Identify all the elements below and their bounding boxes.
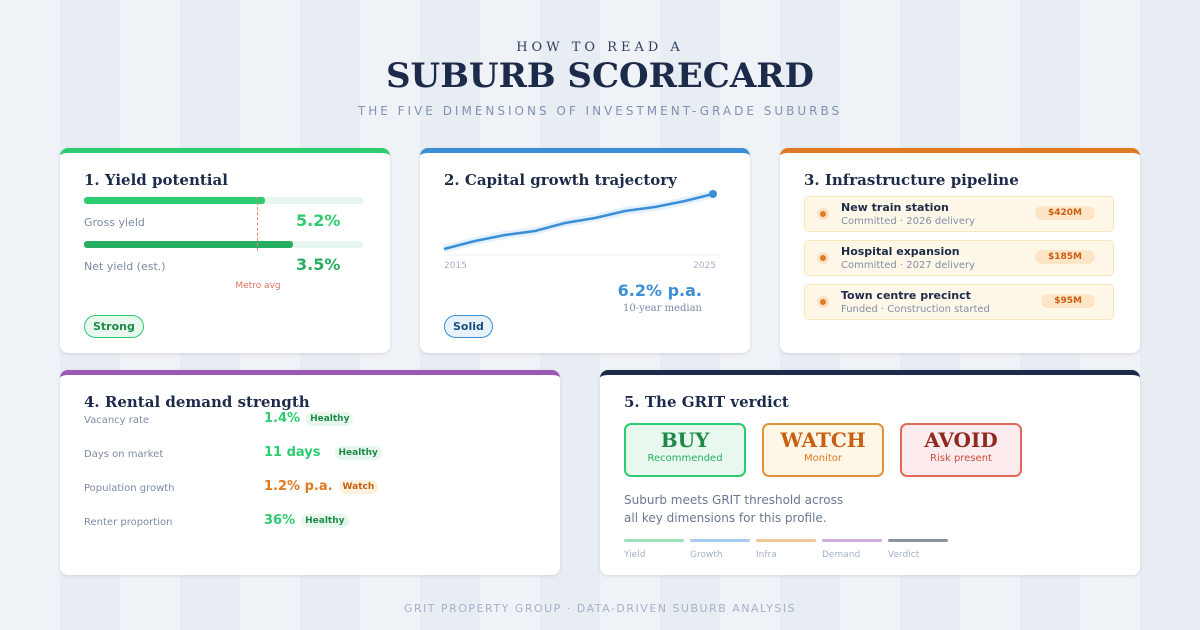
item-value: $420M	[1034, 206, 1095, 220]
growth-note: 10-year median	[623, 303, 702, 314]
status: Healthy	[301, 513, 349, 528]
legend-label: Yield	[624, 550, 646, 560]
verdict-card: 5. The GRIT verdict BUY Recommended WATC…	[600, 370, 1140, 575]
dot	[817, 208, 829, 220]
row-label: Population growth	[84, 483, 175, 494]
badge: Solid	[444, 315, 493, 338]
growth-rate: 6.2% p.a.	[617, 281, 702, 300]
legend-label: Infra	[756, 550, 777, 560]
row-label: Vacancy rate	[84, 415, 150, 426]
legend-line	[624, 539, 684, 542]
row-value: 1.2% p.a. Watch	[264, 479, 379, 494]
legend-line	[888, 539, 948, 542]
card-title: 3. Infrastructure pipeline	[804, 171, 1019, 189]
option-label: AVOID	[924, 428, 998, 452]
value: 1.4%	[264, 411, 301, 426]
row-label: Net yield (est.)	[84, 260, 166, 273]
footer: GRIT PROPERTY GROUP · DATA-DRIVEN SUBURB…	[403, 602, 797, 615]
line	[443, 192, 714, 251]
infra-item: Town centre precinct Funded · Constructi…	[804, 284, 1114, 320]
option-label: BUY	[660, 428, 710, 452]
value: 11 days	[264, 445, 321, 460]
item-value: $185M	[1034, 250, 1095, 264]
item-status: Funded · Construction started	[841, 304, 990, 315]
row-label: Days on market	[84, 449, 164, 460]
metro-label: Metro avg	[235, 281, 281, 291]
end-dot	[709, 190, 717, 198]
row-label: Renter proportion	[84, 517, 173, 528]
status: Healthy	[334, 445, 382, 460]
status: Healthy	[306, 411, 354, 426]
infra-item: New train station Committed · 2026 deliv…	[804, 196, 1114, 232]
card-title: 4. Rental demand strength	[84, 393, 310, 411]
legend-line	[690, 539, 750, 542]
card-title: 2. Capital growth trajectory	[444, 171, 677, 189]
verdict-option: AVOID Risk present	[900, 423, 1022, 477]
infra-card: 3. Infrastructure pipeline New train sta…	[780, 148, 1140, 353]
infra-item: Hospital expansion Committed · 2027 deli…	[804, 240, 1114, 276]
dot	[817, 296, 829, 308]
verdict-option: WATCH Monitor	[762, 423, 884, 477]
item-name: Town centre precinct	[841, 289, 971, 302]
status: Watch	[338, 479, 379, 494]
row-value: 36% Healthy	[264, 513, 349, 528]
legend-line	[756, 539, 816, 542]
item-status: Committed · 2027 delivery	[841, 260, 976, 271]
value: 1.2% p.a.	[264, 479, 333, 494]
row-value: 11 days Healthy	[264, 445, 382, 460]
kicker: HOW TO READ A	[516, 40, 684, 55]
growth-card: 2. Capital growth trajectory 2015 2025 6…	[420, 148, 750, 353]
item-name: New train station	[841, 201, 949, 214]
end-label: 2025	[693, 261, 716, 271]
row-value: 3.5%	[296, 255, 341, 274]
item-value: $95M	[1041, 294, 1095, 308]
option-note: Risk present	[930, 453, 992, 464]
metro-line	[257, 197, 258, 251]
sparkline	[443, 190, 720, 256]
summary: Suburb meets GRIT threshold across all k…	[624, 493, 844, 525]
title: SUBURB SCORECARD	[385, 56, 814, 96]
option-note: Monitor	[803, 453, 842, 464]
card-title: 5. The GRIT verdict	[624, 393, 789, 411]
row-value: 1.4% Healthy	[264, 411, 354, 426]
item-name: Hospital expansion	[841, 245, 960, 258]
option-note: Recommended	[647, 453, 723, 464]
start-label: 2015	[444, 261, 467, 271]
subtitle: THE FIVE DIMENSIONS OF INVESTMENT-GRADE …	[357, 104, 843, 118]
legend-label: Growth	[690, 550, 723, 560]
row-value: 5.2%	[296, 211, 341, 230]
yield-card: 1. Yield potential Gross yield 5.2% Net …	[60, 148, 390, 353]
bar-fill	[84, 197, 265, 204]
card-title: 1. Yield potential	[84, 171, 228, 189]
legend-line	[822, 539, 882, 542]
bar-fill	[84, 241, 293, 248]
rental-card: 4. Rental demand strength Vacancy rate 1…	[60, 370, 560, 575]
row-label: Gross yield	[84, 216, 145, 229]
item-status: Committed · 2026 delivery	[841, 216, 976, 227]
option-label: WATCH	[780, 428, 866, 452]
legend-label: Demand	[822, 550, 861, 560]
legend-label: Verdict	[888, 550, 920, 560]
dot	[817, 252, 829, 264]
verdict-option: BUY Recommended	[624, 423, 746, 477]
badge: Strong	[84, 315, 144, 338]
value: 36%	[264, 513, 296, 528]
